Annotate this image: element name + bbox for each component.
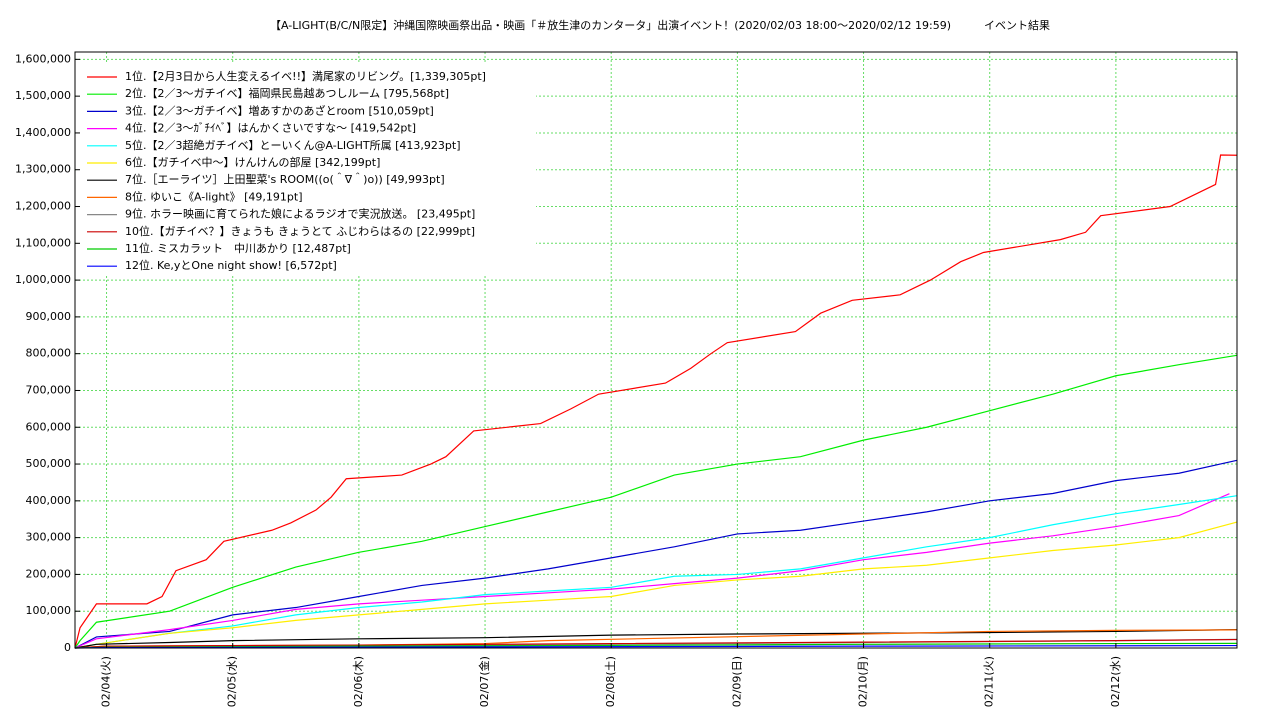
x-tick-label: 02/10(月) bbox=[857, 656, 870, 707]
y-tick-label: 100,000 bbox=[26, 604, 72, 617]
y-tick-label: 1,000,000 bbox=[15, 273, 71, 286]
legend-label: 6位.【ガチイベ中〜】けんけんの部屋 [342,199pt] bbox=[125, 155, 380, 169]
y-tick-label: 1,300,000 bbox=[15, 163, 71, 176]
x-tick-label: 02/07(金) bbox=[477, 656, 491, 707]
y-tick-label: 1,100,000 bbox=[15, 236, 71, 249]
legend-label: 7位.［エーライツ］上田聖菜's ROOM((o(＾∇＾)o)) [49,993… bbox=[125, 171, 445, 186]
legend-label: 12位. Ke,yとOne night show! [6,572pt] bbox=[125, 258, 337, 272]
y-tick-label: 400,000 bbox=[26, 494, 72, 507]
x-tick-label: 02/09(日) bbox=[730, 656, 743, 707]
series-line bbox=[74, 493, 1230, 649]
series-line bbox=[74, 459, 1238, 649]
series-line bbox=[74, 354, 1238, 649]
series-line bbox=[74, 521, 1238, 649]
y-tick-label: 1,500,000 bbox=[15, 89, 71, 102]
x-tick-label: 02/04(火) bbox=[100, 656, 113, 707]
legend-label: 4位.【2／3〜ｶﾞﾁｲﾍﾞ】はんかくさいですな〜 [419,542pt] bbox=[125, 121, 416, 135]
y-tick-label: 200,000 bbox=[26, 567, 72, 580]
legend-label: 8位. ゆいこ《A-light》 [49,191pt] bbox=[125, 189, 303, 203]
series-line bbox=[74, 154, 1238, 649]
axes: 0 100,000 200,000 300,000 400,000 500,000 600,… bbox=[15, 52, 1122, 707]
chart-title: 【A-LIGHT(B/C/N限定】沖縄国際映画祭出品・映画「＃放生津のカンタータ… bbox=[270, 18, 1050, 32]
legend-label: 5位.【2／3超絶ガチイベ】とーいくん@A-LIGHT所属 [413,923pt… bbox=[125, 138, 461, 152]
y-tick-label: 0 bbox=[64, 641, 71, 654]
y-tick-label: 800,000 bbox=[26, 347, 72, 360]
y-tick-label: 1,600,000 bbox=[15, 52, 71, 65]
y-tick-label: 300,000 bbox=[26, 531, 72, 544]
legend-box bbox=[76, 62, 536, 276]
y-tick-label: 900,000 bbox=[26, 310, 72, 323]
legend-label: 10位.【ガチイベ？】きょうも きょうとて ふじわらはるの [22,999pt] bbox=[125, 224, 475, 238]
plot-frame bbox=[74, 51, 1238, 649]
y-tick-label: 600,000 bbox=[26, 420, 72, 433]
series-line bbox=[74, 629, 1238, 649]
legend-label: 3位.【2／3〜ガチイベ】増あすかのあざとroom [510,059pt] bbox=[125, 103, 434, 117]
y-tick-label: 1,400,000 bbox=[15, 126, 71, 139]
x-tick-label: 02/08(土) bbox=[604, 656, 617, 707]
legend: 1位.【2月3日から人生変えるイベ!!】満尾家のリビング。[1,339,305p… bbox=[87, 69, 486, 272]
x-tick-label: 02/11(火) bbox=[983, 656, 996, 707]
y-tick-label: 700,000 bbox=[26, 383, 72, 396]
x-tick-label: 02/06(木) bbox=[352, 656, 365, 707]
legend-label: 1位.【2月3日から人生変えるイベ!!】満尾家のリビング。[1,339,305p… bbox=[125, 69, 486, 83]
y-tick-label: 1,200,000 bbox=[15, 200, 71, 213]
series-line bbox=[74, 495, 1238, 649]
legend-label: 9位. ホラー映画に育てられた娘によるラジオで実況放送。 [23,495pt] bbox=[125, 207, 475, 221]
legend-label: 11位. ミスカラット 中川あかり [12,487pt] bbox=[125, 241, 351, 255]
x-tick-label: 02/05(水) bbox=[226, 656, 239, 707]
x-tick-label: 02/12(水) bbox=[1109, 656, 1122, 707]
legend-label: 2位.【2／3〜ガチイベ】福岡県民島越あつしルーム [795,568pt] bbox=[125, 86, 449, 100]
y-tick-label: 500,000 bbox=[26, 457, 72, 470]
